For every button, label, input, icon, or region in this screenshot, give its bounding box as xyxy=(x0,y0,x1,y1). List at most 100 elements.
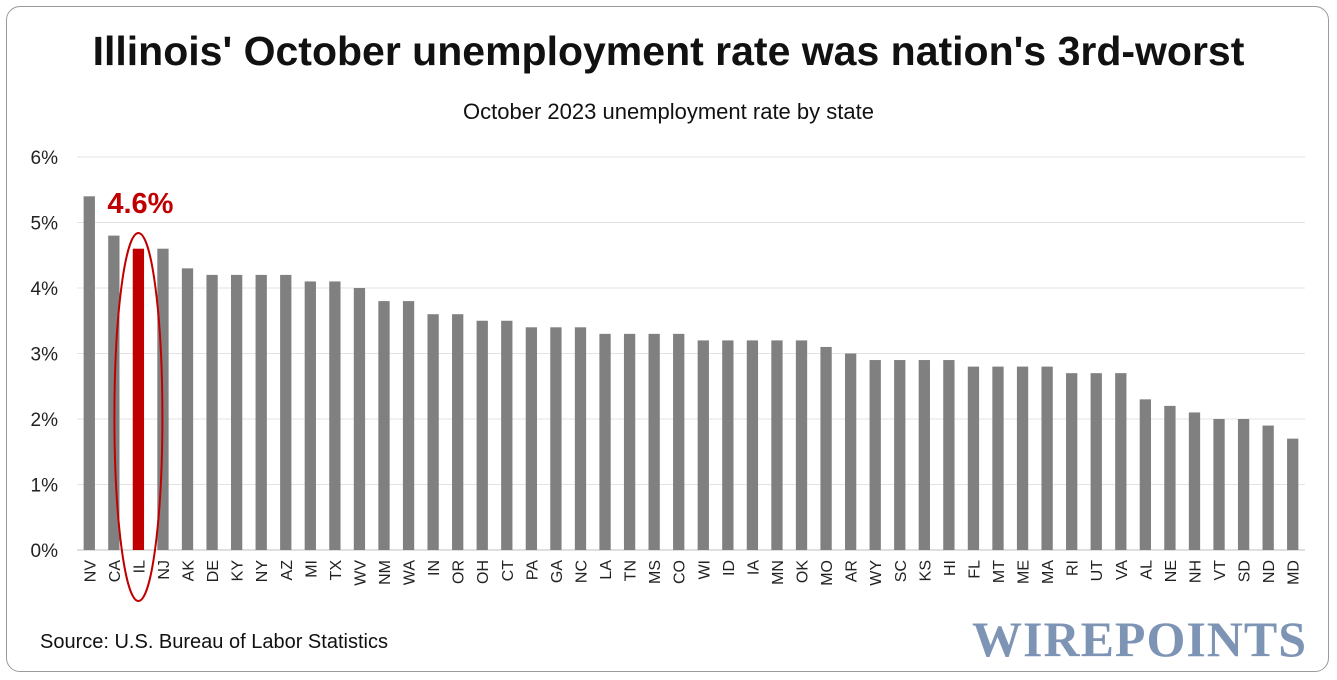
bar-nm xyxy=(378,301,390,550)
x-tick-label: UT xyxy=(1089,560,1106,582)
x-tick-label: SC xyxy=(893,560,910,582)
x-tick-label: MN xyxy=(770,560,787,585)
x-tick-label: NM xyxy=(377,560,394,585)
bar-la xyxy=(599,333,611,550)
bar-sc xyxy=(894,360,906,550)
chart-subtitle: October 2023 unemployment rate by state xyxy=(463,99,874,124)
x-tick-label: KY xyxy=(230,560,247,582)
bar-mo xyxy=(820,346,832,550)
x-tick-label: MO xyxy=(819,560,836,586)
x-tick-label: IA xyxy=(745,560,762,575)
annotations: 4.6% xyxy=(107,188,174,602)
y-tick-label: 5% xyxy=(31,214,59,235)
bars xyxy=(83,196,1299,551)
y-tick-label: 3% xyxy=(31,345,59,366)
bar-il xyxy=(132,248,145,550)
x-tick-label: OH xyxy=(475,560,492,584)
bar-fl xyxy=(967,366,980,550)
bar-id xyxy=(722,340,734,550)
bar-ia xyxy=(746,340,759,550)
y-tick-label: 2% xyxy=(31,410,59,431)
x-tick-label: AL xyxy=(1138,560,1155,580)
x-tick-label: WY xyxy=(868,560,885,586)
x-tick-label: MS xyxy=(647,560,664,584)
x-tick-label: WA xyxy=(402,560,419,586)
bar-md xyxy=(1287,438,1299,550)
bar-oh xyxy=(476,320,488,550)
y-axis-ticks: 0% 1% 2% 3% 4% 5% 6% xyxy=(31,148,59,562)
x-tick-label: OR xyxy=(451,560,468,584)
bar-tx xyxy=(329,281,341,550)
x-tick-label: DE xyxy=(205,560,222,582)
bar-in xyxy=(427,314,439,550)
highlight-value-label: 4.6% xyxy=(107,188,173,220)
x-tick-label: MI xyxy=(303,560,320,578)
bar-sd xyxy=(1237,419,1250,550)
bar-hi xyxy=(943,360,955,550)
bar-nc xyxy=(574,327,587,550)
highlight-ellipse xyxy=(113,232,164,602)
x-axis-ticks: NV CA IL NJ AK DE KY NY AZ MI TX WV NM WA IN OR OH CT PA GA… xyxy=(82,560,1302,586)
x-tick-label: AK xyxy=(181,560,198,582)
y-tick-label: 6% xyxy=(31,148,59,169)
x-tick-label: TX xyxy=(328,560,345,581)
bar-wv xyxy=(353,288,366,550)
bar-co xyxy=(673,333,685,550)
x-tick-label: CA xyxy=(107,560,124,583)
x-tick-label: NV xyxy=(82,560,99,583)
bar-me xyxy=(1016,366,1029,550)
x-tick-label: NH xyxy=(1187,560,1204,583)
x-tick-label: MD xyxy=(1286,560,1303,585)
x-tick-label: WV xyxy=(352,560,369,586)
x-tick-label: NY xyxy=(254,560,271,583)
source-note: Source: U.S. Bureau of Labor Statistics xyxy=(40,631,388,653)
bar-ut xyxy=(1090,373,1102,550)
bar-ok xyxy=(795,340,808,550)
bar-wy xyxy=(869,360,881,550)
bar-nv xyxy=(83,196,95,551)
y-tick-label: 1% xyxy=(31,476,59,497)
x-tick-label: AZ xyxy=(279,560,296,581)
x-tick-label: AR xyxy=(844,560,861,582)
x-tick-label: ID xyxy=(721,560,738,576)
x-tick-label: RI xyxy=(1065,560,1082,576)
x-tick-label: VT xyxy=(1212,560,1229,581)
bar-al xyxy=(1139,399,1152,550)
x-tick-label: TN xyxy=(623,560,640,581)
bar-de xyxy=(206,274,218,550)
wirepoints-logo: WIREPOINTS xyxy=(972,611,1308,667)
y-tick-label: 0% xyxy=(31,541,59,562)
x-tick-label: NE xyxy=(1163,560,1180,582)
bar-pa xyxy=(525,327,538,550)
x-tick-label: KS xyxy=(917,560,934,581)
bar-wi xyxy=(697,340,709,550)
bar-mt xyxy=(992,366,1004,550)
chart-title: Illinois' October unemployment rate was … xyxy=(92,28,1245,74)
bar-ga xyxy=(550,327,562,550)
x-tick-label: PA xyxy=(524,560,541,580)
bar-ak xyxy=(181,268,194,550)
x-tick-label: FL xyxy=(966,560,983,579)
x-tick-label: NJ xyxy=(156,560,173,580)
x-tick-label: IN xyxy=(426,560,443,576)
bar-nh xyxy=(1188,412,1201,550)
x-tick-label: SD xyxy=(1237,560,1254,582)
x-tick-label: LA xyxy=(598,560,615,580)
bar-ct xyxy=(501,320,513,550)
bar-mn xyxy=(771,340,783,550)
x-tick-label: GA xyxy=(549,560,566,583)
x-tick-label: CO xyxy=(672,560,689,584)
bar-ky xyxy=(230,274,243,550)
x-tick-label: ME xyxy=(1016,560,1033,584)
x-tick-label: OK xyxy=(795,560,812,583)
bar-nd xyxy=(1262,425,1274,550)
bar-mi xyxy=(304,281,316,550)
bar-tn xyxy=(623,333,636,550)
bar-ar xyxy=(844,353,857,550)
x-tick-label: IL xyxy=(131,560,148,573)
x-tick-label: MT xyxy=(991,560,1008,583)
bar-ks xyxy=(918,360,930,550)
bar-wa xyxy=(402,301,415,550)
x-tick-label: NC xyxy=(573,560,590,583)
x-tick-label: WI xyxy=(696,560,713,580)
